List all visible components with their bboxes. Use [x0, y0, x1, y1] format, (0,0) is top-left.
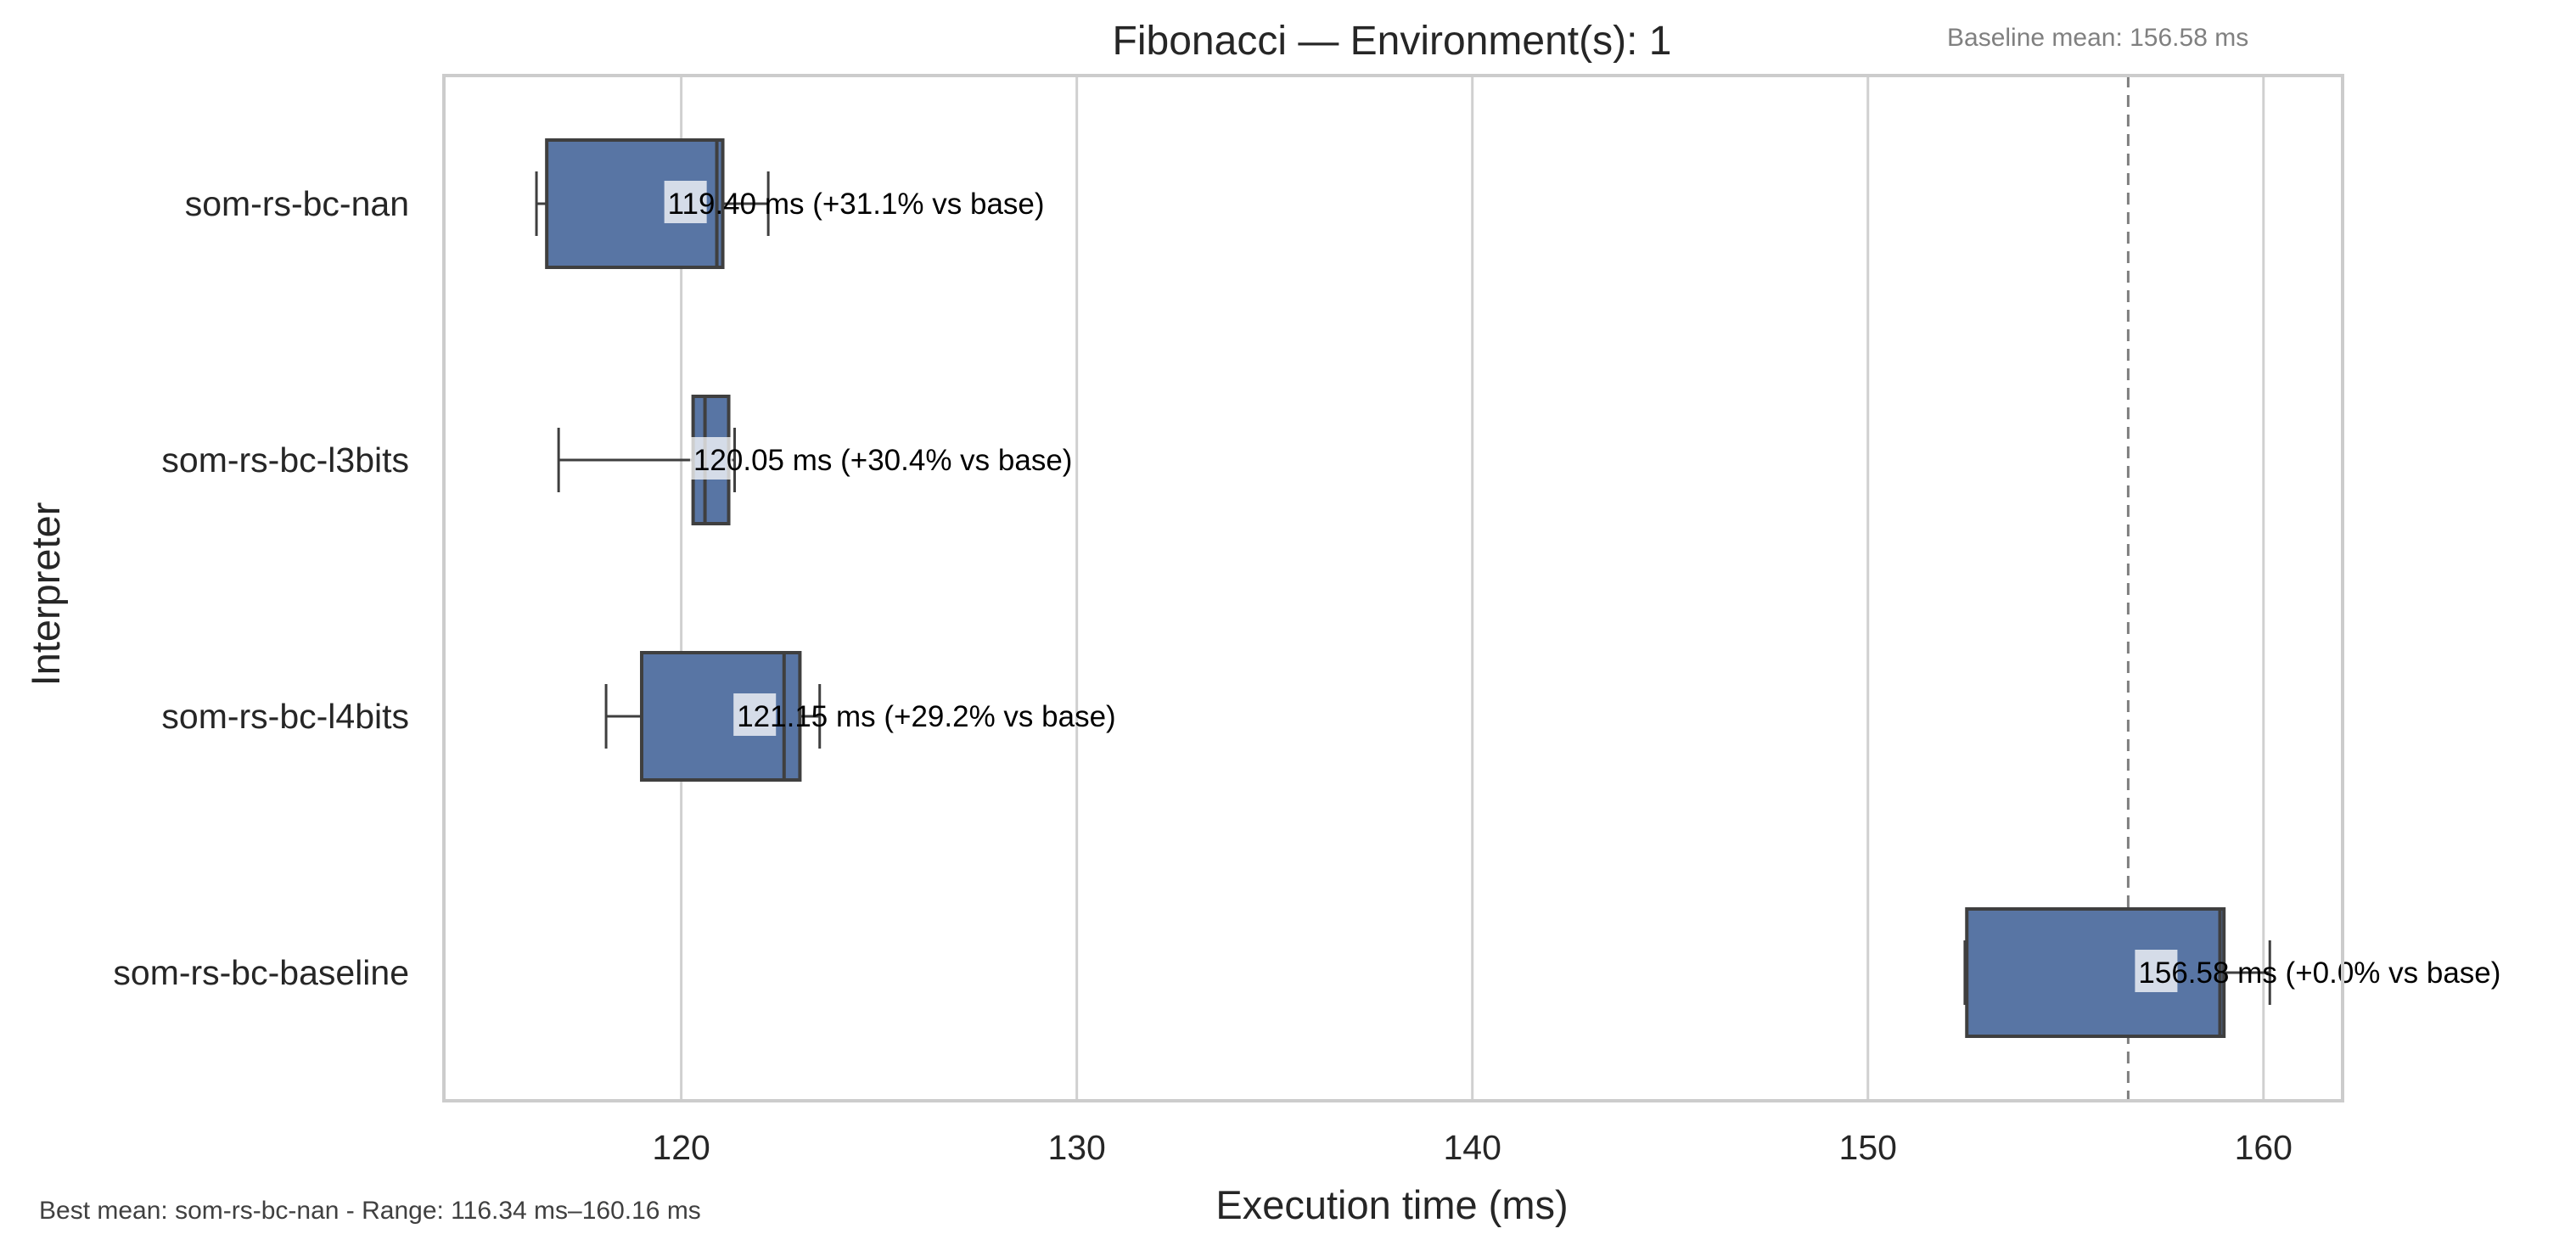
annotation-backdrop: [733, 693, 777, 736]
x-tick-labels: 120 130 140 150 160: [652, 1128, 2293, 1167]
x-tick-label-130: 130: [1047, 1128, 1105, 1167]
plot-frame: [442, 74, 2344, 1102]
annotation-backdrop: [689, 437, 732, 480]
category-label-som-rs-bc-baseline: som-rs-bc-baseline: [113, 953, 409, 992]
category-label-som-rs-bc-nan: som-rs-bc-nan: [185, 184, 409, 223]
annotation-backdrop: [664, 181, 707, 223]
mean-annotation: 119.40 ms (+31.1% vs base): [668, 188, 1045, 221]
x-tick-label-150: 150: [1839, 1128, 1897, 1167]
baseline-mean-note: Baseline mean: 156.58 ms: [1947, 24, 2248, 52]
x-tick-label-120: 120: [652, 1128, 710, 1167]
footnote: Best mean: som-rs-bc-nan - Range: 116.34…: [39, 1197, 701, 1225]
chart-title: Fibonacci — Environment(s): 1: [1113, 19, 1672, 64]
mean-annotation: 156.58 ms (+0.0% vs base): [2138, 956, 2500, 990]
mean-annotation: 120.05 ms (+30.4% vs base): [693, 444, 1073, 477]
x-axis-label: Execution time (ms): [1215, 1182, 1568, 1227]
box-group-som-rs-bc-nan: 119.40 ms (+31.1% vs base): [535, 138, 1045, 269]
category-label-som-rs-bc-l3bits: som-rs-bc-l3bits: [161, 440, 409, 480]
annotation-backdrop: [2135, 950, 2178, 992]
mean-annotation: 121.15 ms (+29.2% vs base): [737, 700, 1115, 733]
box: [1965, 907, 2226, 1038]
box-group-som-rs-bc-baseline: 156.58 ms (+0.0% vs base): [1963, 907, 2500, 1038]
box-group-som-rs-bc-l3bits: 120.05 ms (+30.4% vs base): [557, 395, 1073, 525]
y-category-labels: som-rs-bc-nan som-rs-bc-l3bits som-rs-bc-l…: [113, 184, 409, 992]
boxplots: 119.40 ms (+31.1% vs base) 120.05 ms (+30…: [535, 138, 2500, 1038]
x-tick-label-160: 160: [2235, 1128, 2293, 1167]
y-axis-label: Interpreter: [23, 502, 68, 687]
x-tick-label-140: 140: [1443, 1128, 1501, 1167]
category-label-som-rs-bc-l4bits: som-rs-bc-l4bits: [161, 697, 409, 736]
box-group-som-rs-bc-l4bits: 121.15 ms (+29.2% vs base): [604, 651, 1116, 782]
